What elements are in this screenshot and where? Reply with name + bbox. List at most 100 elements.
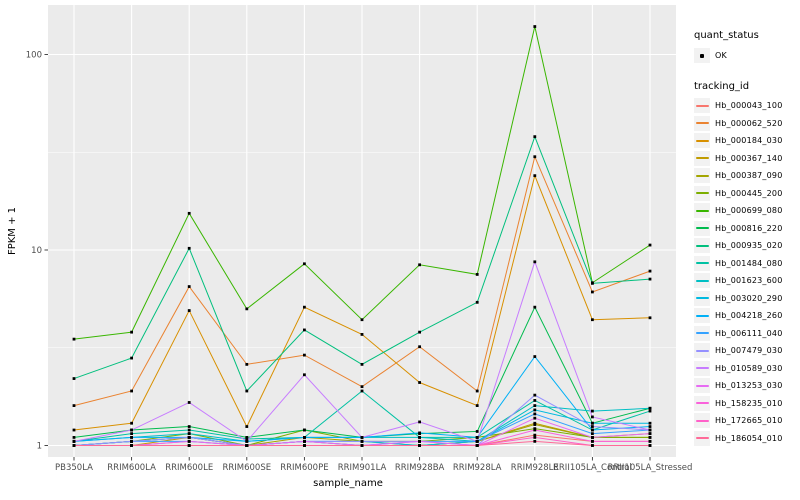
legend-label: Hb_000062_520	[715, 118, 783, 128]
data-point	[418, 444, 421, 447]
data-point	[533, 399, 537, 402]
x-tick-label: RRIM928BA	[395, 463, 445, 473]
data-point	[360, 385, 364, 389]
data-point	[648, 269, 652, 273]
data-point	[130, 439, 133, 443]
data-point	[187, 211, 191, 215]
data-point	[303, 262, 306, 266]
legend-label: Hb_000816_220	[715, 223, 783, 233]
data-point	[533, 355, 537, 358]
data-point	[533, 260, 537, 264]
legend-label: Hb_172665_010	[715, 416, 783, 426]
legend-key-swatch	[694, 220, 710, 236]
x-tick-label: PB350LA	[55, 463, 93, 473]
legend-line-icon	[695, 157, 709, 160]
legend-label: Hb_007479_030	[715, 346, 783, 356]
data-point	[303, 353, 306, 357]
data-point	[245, 437, 249, 441]
data-point	[245, 425, 249, 428]
data-point	[187, 309, 191, 312]
data-point	[303, 444, 306, 447]
data-point	[475, 430, 479, 433]
legend-key-swatch	[694, 150, 710, 166]
data-point	[360, 436, 364, 439]
data-point	[303, 305, 306, 309]
data-point	[475, 436, 479, 439]
data-point	[303, 439, 306, 443]
legend-label: Hb_004218_260	[715, 311, 783, 321]
legend-line-icon	[695, 122, 709, 125]
legend-label: Hb_000699_080	[715, 206, 783, 216]
legend-key-swatch	[694, 290, 710, 306]
data-point	[533, 439, 537, 443]
legend-key-swatch	[694, 98, 710, 114]
x-tick-label: RRIM901LA	[338, 463, 387, 473]
x-tick-label: RRII105LA_Control	[553, 463, 632, 473]
legend-key-swatch	[694, 238, 710, 254]
data-point	[418, 263, 421, 267]
data-point	[72, 428, 76, 432]
x-tick-label: RRIM928LE	[511, 463, 559, 473]
legend-line-icon	[695, 174, 709, 177]
data-point	[475, 273, 479, 276]
data-point	[303, 328, 306, 332]
data-point	[418, 436, 421, 439]
legend-line-icon	[695, 437, 709, 440]
data-point	[533, 436, 537, 439]
legend-key-swatch	[694, 413, 710, 429]
data-point	[245, 362, 249, 366]
data-point	[648, 439, 652, 443]
legend-title-quant-status: quant_status	[694, 30, 759, 41]
data-point	[533, 404, 537, 407]
data-point	[245, 436, 249, 439]
data-point	[648, 421, 652, 425]
data-point	[533, 155, 537, 159]
legend-label: Hb_003020_290	[715, 293, 783, 303]
legend-label: Hb_010589_030	[715, 363, 783, 373]
legend-key-swatch	[694, 273, 710, 289]
data-point	[533, 135, 537, 139]
data-point	[130, 356, 133, 360]
data-point	[648, 409, 652, 413]
x-tick-label: RRIM600PE	[280, 463, 328, 473]
x-tick-label: RRII105LA_Stressed	[608, 463, 693, 473]
data-point	[533, 412, 537, 416]
legend-label: Hb_000935_020	[715, 241, 783, 251]
data-point	[360, 444, 364, 447]
data-point	[591, 415, 594, 419]
data-point	[72, 439, 76, 443]
legend-item-Hb_000387_090: Hb_000387_090	[694, 167, 798, 185]
legend-line-icon	[695, 297, 709, 300]
data-point	[245, 307, 249, 311]
legend-key-swatch	[694, 308, 710, 324]
legend-item-Hb_010589_030: Hb_010589_030	[694, 360, 798, 378]
data-point	[303, 428, 306, 432]
data-point	[648, 316, 652, 320]
data-point	[533, 428, 537, 432]
legend-line-icon	[695, 244, 709, 247]
legend-item-Hb_158235_010: Hb_158235_010	[694, 395, 798, 413]
legend-item-quant-status-ok: OK	[694, 46, 798, 65]
legend: quant_status OK tracking_id Hb_000043_10…	[694, 28, 798, 447]
data-point	[418, 439, 421, 443]
legend-line-icon	[695, 419, 709, 422]
legend-label: Hb_000387_090	[715, 171, 783, 181]
data-point	[591, 432, 594, 436]
legend-label: Hb_000445_200	[715, 188, 783, 198]
legend-item-Hb_001623_600: Hb_001623_600	[694, 272, 798, 290]
data-point	[130, 421, 133, 425]
data-point	[475, 439, 479, 443]
legend-label: Hb_006111_040	[715, 328, 783, 338]
data-point	[418, 431, 421, 435]
legend-item-Hb_000699_080: Hb_000699_080	[694, 202, 798, 220]
x-tick-label: RRIM600SE	[222, 463, 271, 473]
legend-label: Hb_158235_010	[715, 398, 783, 408]
x-tick-label: RRIM928LA	[453, 463, 502, 473]
data-point	[648, 428, 652, 432]
legend-line-icon	[695, 367, 709, 370]
legend-label: Hb_000043_100	[715, 101, 783, 111]
legend-line-icon	[695, 209, 709, 212]
data-point	[245, 389, 249, 393]
data-point	[130, 428, 133, 432]
